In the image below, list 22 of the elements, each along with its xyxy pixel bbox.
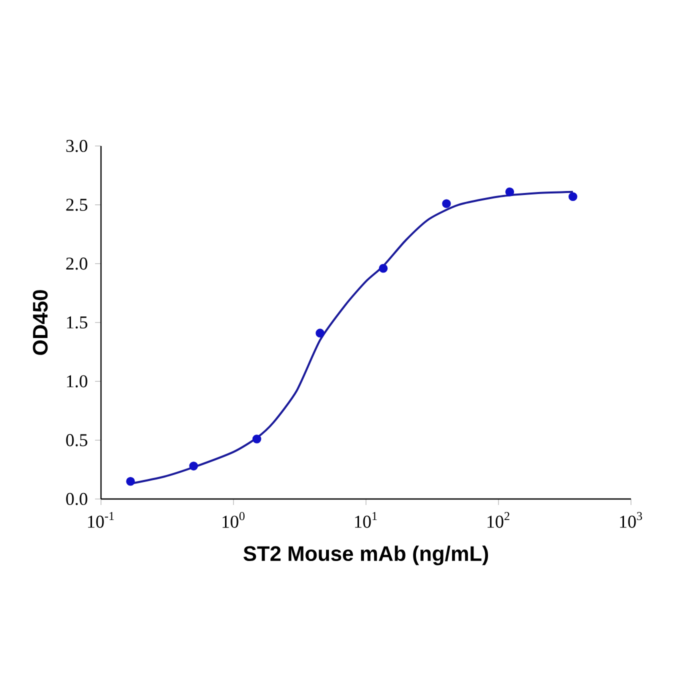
point xyxy=(568,192,578,201)
point xyxy=(316,328,324,338)
x-tick-label: 10$^{3}$ xyxy=(620,512,642,528)
y-tick-label: 1.5 xyxy=(67,316,88,329)
y-tick-label: 0.5 xyxy=(66,434,88,446)
x-tick-label: 10$^{-1}$ xyxy=(88,512,114,528)
point xyxy=(126,476,135,486)
y-tick-label: 0.0 xyxy=(66,492,88,506)
y-tick-label: 1.0 xyxy=(67,375,88,388)
y-tick-label: 2.5 xyxy=(66,198,88,211)
point xyxy=(252,434,262,444)
x-tick-label: 10$^{1}$ xyxy=(355,512,377,528)
x-tick-label: 10$^{2}$ xyxy=(488,512,510,528)
point xyxy=(378,264,388,273)
point xyxy=(189,462,198,470)
x-axis-title: ST2 Mouse mAb (ng/mL) xyxy=(244,546,488,566)
point xyxy=(505,187,514,196)
y-tick-label: 3.0 xyxy=(66,140,88,152)
x-tick-label: 10$^{0}$ xyxy=(222,512,245,528)
point xyxy=(442,199,451,208)
y-tick-label: 2.0 xyxy=(66,258,88,270)
y-axis-title: OD450 xyxy=(32,290,48,355)
